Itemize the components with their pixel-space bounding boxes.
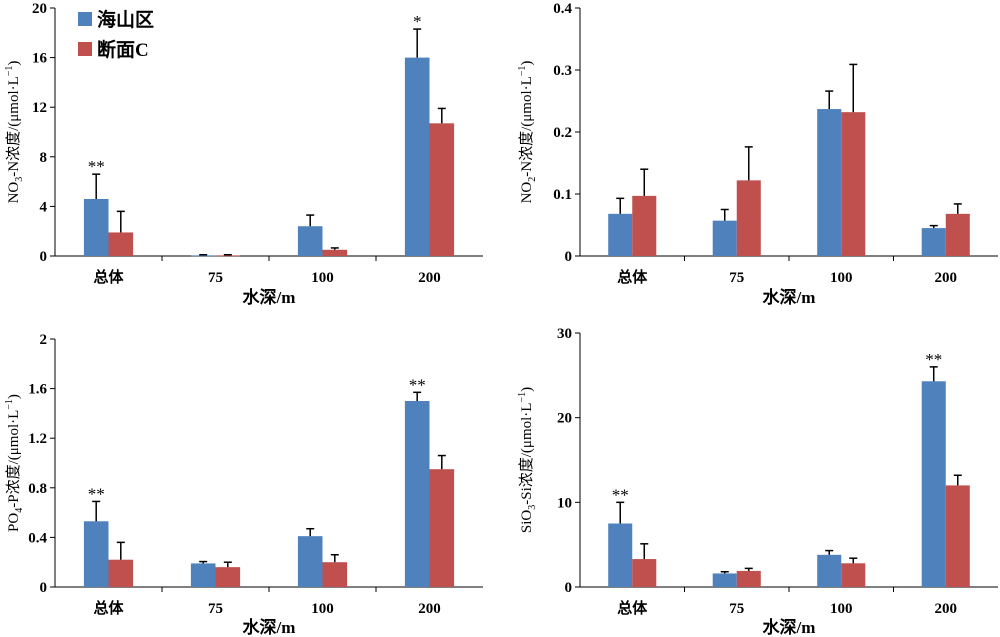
legend-swatch [78, 42, 92, 56]
bar [817, 109, 842, 256]
category-label: 100 [830, 270, 853, 286]
bar [736, 180, 761, 256]
bar [945, 213, 970, 256]
bar [841, 112, 866, 256]
y-axis-label: SiO3-Si浓度/(μmol·L−1) [517, 387, 538, 533]
bar [712, 573, 737, 587]
chart-panel-4: 0 10 20 30 总体 ** 75 100 200 ** 水深/m SiO3-Si浓度/(μmol… [517, 326, 998, 637]
category-label: 75 [729, 270, 744, 286]
category-label: 总体 [93, 268, 124, 286]
bar [632, 559, 657, 587]
significance-label: ** [612, 485, 629, 504]
bar [608, 213, 633, 256]
significance-label: ** [409, 375, 426, 394]
bar [190, 255, 216, 257]
bar [83, 521, 109, 587]
chart-panel-2: 0 0.1 0.2 0.3 0.4 总体 75 100 200 水深/m NO2-N浓度/(μmol… [517, 1, 998, 307]
bar [429, 123, 455, 256]
y-axis-label: NO3-N浓度/(μmol·L−1) [4, 61, 25, 204]
category-label: 200 [935, 270, 958, 286]
significance-label: ** [88, 484, 105, 503]
y-tick-label: 0.1 [553, 187, 572, 203]
category-label: 75 [208, 601, 223, 617]
category-label: 75 [729, 601, 744, 617]
y-tick-label: 0 [565, 580, 573, 596]
y-tick-label: 0.4 [28, 530, 47, 546]
bar [921, 381, 946, 587]
legend-swatch [78, 12, 92, 26]
y-tick-label: 2 [40, 332, 48, 348]
bar [108, 559, 134, 587]
legend-label: 海山区 [97, 8, 154, 31]
y-tick-label: 20 [32, 1, 47, 17]
category-label: 200 [418, 601, 441, 617]
y-tick-label: 16 [32, 51, 48, 67]
category-label: 100 [830, 601, 853, 617]
y-tick-label: 12 [32, 100, 47, 116]
bar [632, 195, 657, 256]
category-label: 75 [208, 270, 223, 286]
chart-panel-1: 0 4 8 12 16 20 总体 ** 75 100 200 * 水深/m NO3-N浓度/(μmol·… [4, 1, 483, 307]
bar [817, 554, 842, 587]
legend-label: 断面C [97, 38, 149, 61]
significance-label: * [413, 12, 422, 31]
y-tick-label: 0 [565, 249, 573, 265]
y-tick-label: 0.8 [28, 481, 47, 497]
y-tick-label: 0 [40, 249, 48, 265]
bar [322, 249, 348, 256]
y-tick-label: 0 [40, 580, 48, 596]
bar [841, 563, 866, 587]
bar [215, 567, 241, 587]
bar [429, 469, 455, 587]
y-tick-label: 1.2 [28, 431, 47, 447]
y-tick-label: 0.3 [553, 63, 572, 79]
bar [712, 220, 737, 256]
y-tick-label: 4 [40, 199, 48, 215]
bar [404, 401, 430, 587]
category-label: 100 [311, 601, 334, 617]
y-tick-label: 10 [557, 495, 572, 511]
category-label: 200 [418, 270, 441, 286]
y-axis-label: NO2-N浓度/(μmol·L−1) [517, 61, 538, 204]
bar [322, 562, 348, 587]
bar [608, 523, 633, 587]
bar [215, 255, 241, 257]
bar [921, 228, 946, 256]
category-label: 100 [311, 270, 334, 286]
x-axis-label: 水深/m [763, 287, 816, 307]
category-label: 总体 [617, 599, 648, 617]
y-tick-label: 0.4 [553, 1, 572, 17]
category-label: 总体 [93, 599, 124, 617]
bar [83, 198, 109, 256]
y-tick-label: 8 [40, 150, 48, 166]
bar [108, 232, 134, 256]
category-label: 200 [935, 601, 958, 617]
y-tick-label: 1.6 [28, 382, 47, 398]
category-label: 总体 [617, 268, 648, 286]
y-tick-label: 20 [557, 411, 572, 427]
bar [297, 536, 323, 587]
bar [297, 226, 323, 256]
x-axis-label: 水深/m [243, 617, 296, 637]
y-tick-label: 0.2 [553, 125, 572, 141]
significance-label: ** [925, 350, 942, 369]
bar [945, 485, 970, 587]
chart-panel-3: 0 0.4 0.8 1.2 1.6 2 总体 ** 75 100 200 ** 水深/m PO4-P浓度/… [4, 332, 483, 637]
bar [190, 563, 216, 587]
significance-label: ** [88, 157, 105, 176]
y-tick-label: 30 [557, 326, 572, 342]
bar [736, 570, 761, 587]
x-axis-label: 水深/m [243, 287, 296, 307]
x-axis-label: 水深/m [763, 617, 816, 637]
bar [404, 57, 430, 256]
y-axis-label: PO4-P浓度/(μmol·L−1) [4, 394, 25, 532]
